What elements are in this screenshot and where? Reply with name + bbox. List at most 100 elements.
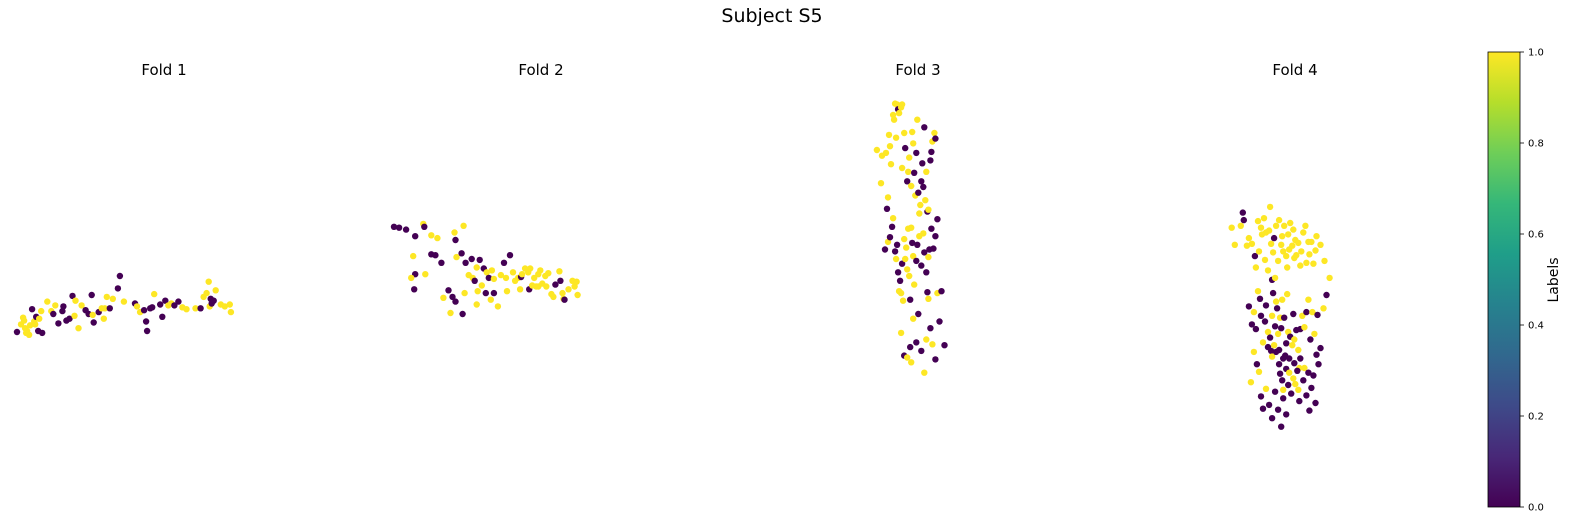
point-label-1 bbox=[502, 274, 510, 282]
point-label-0 bbox=[1317, 344, 1324, 352]
point-label-1 bbox=[183, 306, 190, 313]
point-label-1 bbox=[1301, 364, 1308, 372]
point-label-1 bbox=[1283, 252, 1290, 260]
point-label-1 bbox=[1274, 257, 1282, 265]
point-label-0 bbox=[55, 320, 62, 327]
point-label-1 bbox=[1308, 238, 1315, 246]
point-label-0 bbox=[1265, 401, 1273, 409]
point-label-0 bbox=[1275, 361, 1283, 368]
point-label-0 bbox=[1245, 303, 1253, 310]
point-label-1 bbox=[882, 149, 890, 157]
point-label-0 bbox=[1290, 310, 1297, 318]
point-label-0 bbox=[1307, 336, 1314, 343]
point-label-1 bbox=[133, 303, 141, 310]
point-label-1 bbox=[897, 329, 905, 337]
point-label-0 bbox=[1280, 395, 1287, 402]
point-label-1 bbox=[904, 354, 911, 361]
point-label-1 bbox=[422, 271, 429, 278]
point-label-0 bbox=[471, 277, 478, 284]
point-label-0 bbox=[1278, 423, 1285, 430]
point-label-0 bbox=[1257, 312, 1265, 319]
panel-title: Fold 2 bbox=[518, 61, 563, 79]
point-label-0 bbox=[175, 298, 182, 305]
point-label-0 bbox=[1278, 325, 1285, 332]
point-label-1 bbox=[904, 266, 911, 273]
point-label-1 bbox=[1295, 239, 1302, 247]
point-label-0 bbox=[402, 226, 410, 233]
point-label-1 bbox=[902, 255, 909, 263]
point-label-1 bbox=[1265, 227, 1273, 234]
point-label-1 bbox=[892, 255, 900, 263]
point-label-0 bbox=[1323, 291, 1330, 299]
point-label-1 bbox=[908, 224, 915, 231]
point-label-1 bbox=[550, 293, 557, 301]
point-label-1 bbox=[1303, 259, 1310, 266]
point-label-1 bbox=[885, 131, 893, 139]
point-label-0 bbox=[915, 310, 922, 318]
point-label-1 bbox=[910, 252, 917, 260]
point-label-0 bbox=[142, 318, 150, 325]
point-label-1 bbox=[887, 161, 895, 168]
point-label-1 bbox=[925, 206, 932, 213]
colorbar-tick-label: 0.0 bbox=[1528, 503, 1544, 514]
point-label-1 bbox=[410, 252, 417, 260]
point-label-0 bbox=[904, 178, 911, 185]
scatter-panels: Fold 1 Fold 2 Fold 3 Fold 4 bbox=[13, 61, 1333, 430]
point-label-1 bbox=[101, 305, 109, 312]
point-label-1 bbox=[451, 229, 458, 236]
point-label-1 bbox=[1295, 346, 1302, 354]
point-label-1 bbox=[1306, 251, 1313, 258]
point-label-0 bbox=[913, 339, 920, 346]
point-label-0 bbox=[1253, 361, 1261, 368]
point-label-1 bbox=[473, 264, 480, 271]
point-label-1 bbox=[1272, 298, 1280, 305]
point-label-1 bbox=[1292, 380, 1299, 388]
point-label-1 bbox=[910, 140, 917, 147]
colorbar-tick-label: 0.6 bbox=[1528, 230, 1544, 241]
point-label-0 bbox=[149, 304, 156, 311]
point-label-1 bbox=[908, 182, 915, 190]
point-label-0 bbox=[1285, 381, 1292, 389]
point-label-1 bbox=[1250, 348, 1258, 356]
point-label-0 bbox=[928, 225, 935, 232]
point-label-0 bbox=[907, 343, 914, 351]
point-label-1 bbox=[1264, 328, 1272, 336]
point-label-1 bbox=[212, 287, 219, 294]
point-label-1 bbox=[1301, 324, 1308, 331]
point-label-0 bbox=[1264, 343, 1272, 351]
point-label-1 bbox=[571, 283, 578, 290]
point-label-0 bbox=[1314, 311, 1321, 319]
point-label-1 bbox=[120, 298, 128, 305]
point-label-1 bbox=[1311, 330, 1318, 338]
point-label-1 bbox=[1279, 233, 1286, 240]
point-label-0 bbox=[1281, 314, 1288, 321]
point-label-0 bbox=[171, 302, 178, 309]
point-label-1 bbox=[1275, 216, 1283, 224]
point-label-1 bbox=[906, 272, 913, 280]
point-label-1 bbox=[531, 274, 538, 282]
point-label-1 bbox=[503, 288, 511, 295]
point-label-1 bbox=[906, 154, 913, 161]
point-label-0 bbox=[561, 296, 568, 303]
point-label-1 bbox=[884, 194, 892, 201]
point-label-0 bbox=[390, 223, 398, 230]
point-label-1 bbox=[490, 275, 498, 283]
point-label-1 bbox=[1255, 368, 1263, 375]
point-label-0 bbox=[941, 342, 948, 349]
point-label-0 bbox=[1305, 369, 1312, 376]
point-label-1 bbox=[565, 286, 572, 293]
colorbar-gradient bbox=[1487, 51, 1521, 508]
point-label-1 bbox=[78, 302, 85, 309]
point-label-1 bbox=[460, 222, 467, 229]
point-label-1 bbox=[408, 274, 415, 282]
point-label-1 bbox=[1255, 248, 1263, 255]
point-label-0 bbox=[896, 277, 904, 284]
point-label-0 bbox=[1262, 302, 1270, 309]
point-label-0 bbox=[69, 292, 76, 300]
panel-fold-4: Fold 4 bbox=[1228, 61, 1333, 430]
point-label-0 bbox=[1296, 397, 1303, 405]
point-label-0 bbox=[412, 233, 419, 240]
point-label-0 bbox=[886, 234, 894, 241]
point-label-1 bbox=[892, 134, 900, 141]
